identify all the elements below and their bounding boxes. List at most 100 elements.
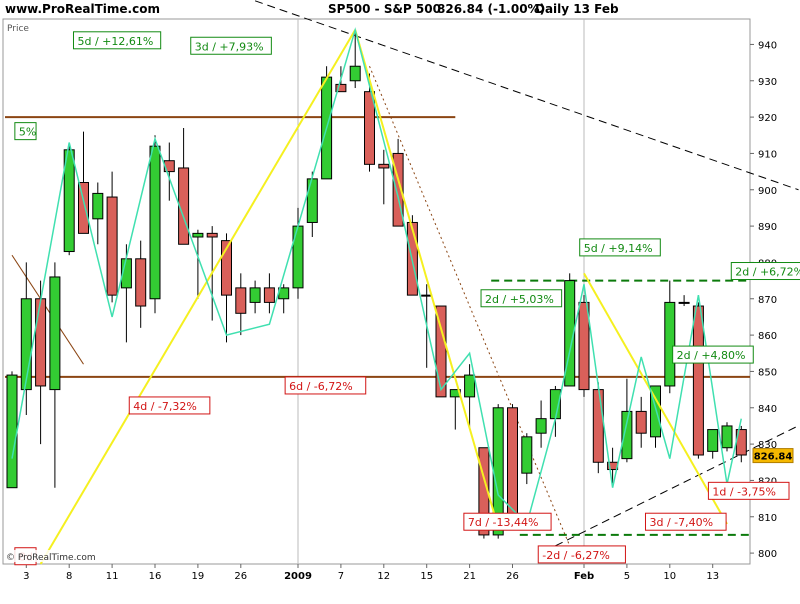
- period-label: Daily 13 Feb: [535, 2, 619, 16]
- candle-down: [206, 232, 218, 238]
- swing-lines: [39, 29, 728, 565]
- swing-line: [39, 29, 357, 565]
- candle-up: [621, 410, 633, 460]
- x-tick-label: 13: [706, 571, 719, 582]
- y-tick-label: 890: [758, 222, 777, 233]
- annotation-box: [480, 289, 563, 308]
- y-tick-label: 800: [758, 549, 777, 560]
- candle-up: [678, 301, 690, 304]
- candle-up: [421, 294, 433, 297]
- trend-line: [11, 254, 84, 365]
- candle-up: [306, 178, 318, 223]
- annotation: 5d / +12,61%: [72, 31, 162, 50]
- candle-down: [78, 182, 89, 234]
- candle-down: [692, 305, 704, 456]
- annotation-label: 2d / +5,03%: [485, 293, 554, 306]
- annotation-label: 1d / -3,75%: [712, 485, 776, 498]
- annotation-label: 3d / -7,40%: [649, 516, 713, 529]
- y-tick-label: 910: [758, 149, 777, 160]
- swing-line: [583, 272, 728, 525]
- candle-down: [178, 167, 190, 245]
- candle-down: [435, 305, 447, 398]
- candle-down: [392, 152, 404, 227]
- candle-up: [20, 298, 32, 391]
- candle-up: [650, 385, 661, 438]
- trend-line: [555, 424, 800, 547]
- annotation: 2d / +6,72%: [730, 262, 800, 281]
- x-tick-label: 12: [377, 571, 390, 582]
- annotation-label: 5d / +12,61%: [77, 35, 153, 48]
- annotation-box: [72, 31, 162, 50]
- x-tick-label: 10: [663, 571, 676, 582]
- annotation-box: [14, 122, 37, 141]
- annotation-box: [579, 238, 661, 257]
- y-tick-label: 850: [758, 367, 777, 378]
- candle-down: [578, 301, 590, 391]
- annotation: 7d / -13,44%: [463, 512, 552, 531]
- candle-up: [63, 149, 75, 253]
- candle-up: [292, 225, 304, 289]
- candle-up: [349, 65, 361, 82]
- x-tick-label: 19: [192, 571, 205, 582]
- y-axis: 8008108208308408508608708808909009109209…: [750, 40, 777, 560]
- annotation-label: 2d / +4,80%: [677, 349, 746, 362]
- annotation-label: 5d / +9,14%: [584, 242, 653, 255]
- x-tick-label: 21: [463, 571, 476, 582]
- candle-down: [106, 196, 118, 296]
- annotation: 5%: [14, 122, 37, 141]
- y-tick-label: 840: [758, 404, 777, 415]
- annotation: 2d / +4,80%: [672, 345, 754, 364]
- x-tick-label: 7: [338, 571, 344, 582]
- candle-up: [149, 145, 161, 300]
- price-axis-caption: Price: [7, 24, 29, 34]
- y-tick-label: 860: [758, 331, 777, 342]
- candle-down: [335, 83, 347, 93]
- annotation: -2d / -6,27%: [537, 545, 626, 564]
- candle-down: [478, 447, 490, 536]
- y-tick-label: 940: [758, 40, 777, 51]
- last-price-tag: 826.84: [752, 448, 794, 464]
- candle-down: [263, 287, 275, 303]
- candle-up: [721, 425, 733, 449]
- annotation-label: 2d / +6,72%: [735, 266, 800, 279]
- annotation: 3d / -7,40%: [644, 512, 727, 531]
- candle-up: [535, 418, 547, 434]
- x-tick-label: 26: [234, 571, 247, 582]
- y-tick-label: 900: [758, 186, 777, 197]
- annotation-label: 5%: [19, 126, 36, 139]
- annotation: 3d / +7,93%: [190, 36, 272, 55]
- zigzag-line: [11, 27, 743, 526]
- trend-lines: [11, 0, 800, 547]
- annotation: 6d / -6,72%: [284, 376, 367, 395]
- x-tick-label: 11: [106, 571, 119, 582]
- annotation-label: -2d / -6,27%: [542, 549, 610, 562]
- annotation: 5d / +9,14%: [579, 238, 661, 257]
- y-tick-label: 930: [758, 77, 777, 88]
- annotation: 1d / -3,75%: [707, 481, 790, 500]
- x-tick-label: 26: [506, 571, 519, 582]
- annotation-label: 4d / -7,32%: [133, 400, 197, 413]
- candle-up: [49, 276, 61, 391]
- annotation-box: [672, 345, 754, 364]
- y-tick-label: 870: [758, 295, 777, 306]
- candle-down: [221, 240, 232, 296]
- annotation-label: 7d / -13,44%: [468, 516, 539, 529]
- annotation-label: 6d / -6,72%: [289, 380, 353, 393]
- candle-up: [92, 192, 104, 220]
- candle-up: [192, 232, 204, 238]
- x-tick-label: 3: [23, 571, 29, 582]
- watermark-text: © ProRealTime.com: [6, 553, 96, 563]
- annotation-label: 3d / +7,93%: [195, 40, 264, 53]
- x-tick-label: 8: [66, 571, 72, 582]
- candle-up: [707, 429, 719, 452]
- candle-down: [135, 258, 147, 307]
- site-title[interactable]: www.ProRealTime.com: [5, 2, 160, 16]
- annotation-box: [707, 481, 790, 500]
- candle-down: [592, 389, 604, 463]
- swing-line: [354, 29, 500, 528]
- quote-value: 826.84 (-1.00%): [437, 2, 545, 16]
- x-axis: 3 8 11 16 19 26 2009 7 12 15 21 26 Feb 5 10 13: [23, 564, 719, 582]
- candle-down: [378, 163, 390, 169]
